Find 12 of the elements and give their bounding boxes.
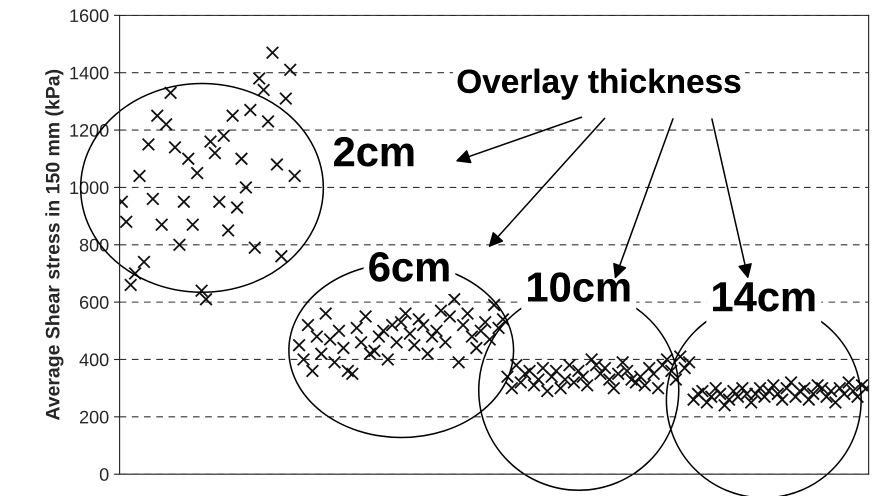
annotation: 6cm — [369, 252, 449, 282]
y-tick-label: 200 — [80, 410, 108, 424]
y-tick-label: 600 — [80, 296, 108, 309]
annotation: 2cm — [334, 136, 414, 166]
annotation: 10cm — [528, 272, 630, 302]
y-tick-label: 1400 — [70, 66, 108, 80]
y-tick-label: 1600 — [70, 9, 108, 22]
y-axis-title: Average Shear stress in 150 mm (kPa) — [45, 70, 64, 420]
annotation: Overlay thickness — [458, 68, 740, 100]
y-tick-label: 400 — [79, 353, 108, 366]
annotation: 14cm — [713, 282, 814, 312]
y-tick-label: 0 — [100, 468, 108, 481]
